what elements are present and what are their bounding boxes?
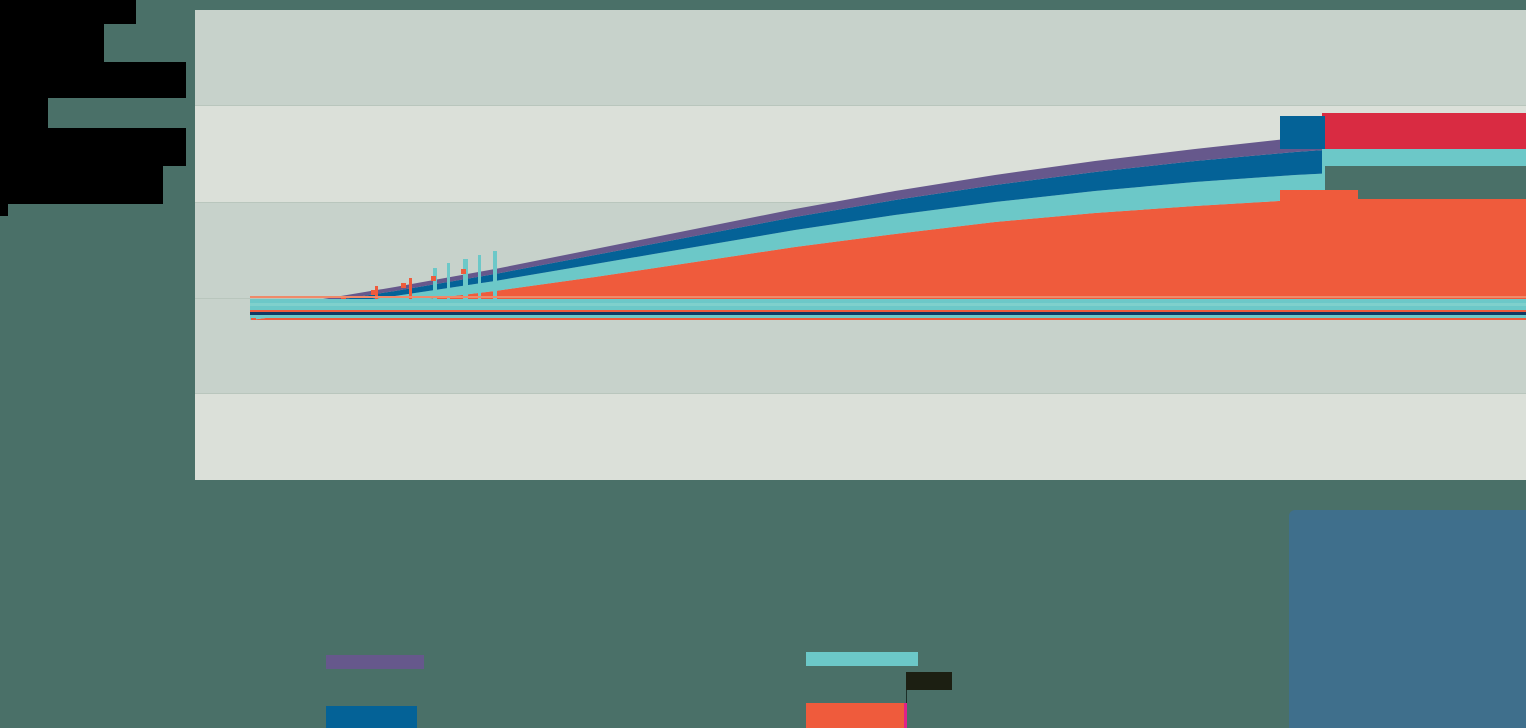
redaction-axis-label-5: [0, 204, 8, 216]
redaction-axis-label-3: [0, 128, 186, 166]
stripe-teal-1: [250, 299, 1526, 303]
info-card[interactable]: [1289, 510, 1526, 728]
area-orange: [250, 193, 1526, 320]
area-teal: [250, 166, 1526, 320]
redaction-axis-label-2: [0, 98, 48, 128]
stacked-area-series: [250, 123, 1526, 320]
legend-swatch-black[interactable]: [906, 672, 952, 690]
redaction-axis-label-1: [0, 62, 186, 98]
legend-divider-line: [906, 690, 907, 703]
stripe-teal-2: [250, 303, 1526, 306]
redaction-axis-label-4: [0, 166, 163, 204]
gridline-1: [195, 105, 1526, 106]
redaction-title-line1: [0, 0, 136, 24]
series-label-orange[interactable]: [1280, 190, 1358, 204]
gridline-4: [195, 393, 1526, 394]
series-label-blue[interactable]: [1280, 116, 1325, 149]
stripe-navy: [250, 312, 1526, 315]
stripe-teal-4: [250, 315, 1526, 318]
axis-band-4: [195, 393, 1526, 480]
stripe-orange-2: [250, 310, 1526, 312]
stripe-teal-3: [250, 306, 1526, 310]
series-label-greengray[interactable]: [1325, 166, 1526, 199]
stripe-orange-top: [250, 296, 1526, 298]
legend-swatch-teal[interactable]: [806, 652, 918, 666]
legend-swatch-orange[interactable]: [806, 703, 906, 728]
chart-plot-area: [195, 10, 1526, 480]
legend-swatch-blue[interactable]: [326, 706, 417, 728]
redaction-title-line3: [0, 34, 104, 62]
redaction-title-line2: [0, 24, 104, 34]
series-label-red[interactable]: [1322, 113, 1526, 149]
axis-band-0: [195, 10, 1526, 105]
legend-swatch-purple[interactable]: [326, 655, 424, 669]
